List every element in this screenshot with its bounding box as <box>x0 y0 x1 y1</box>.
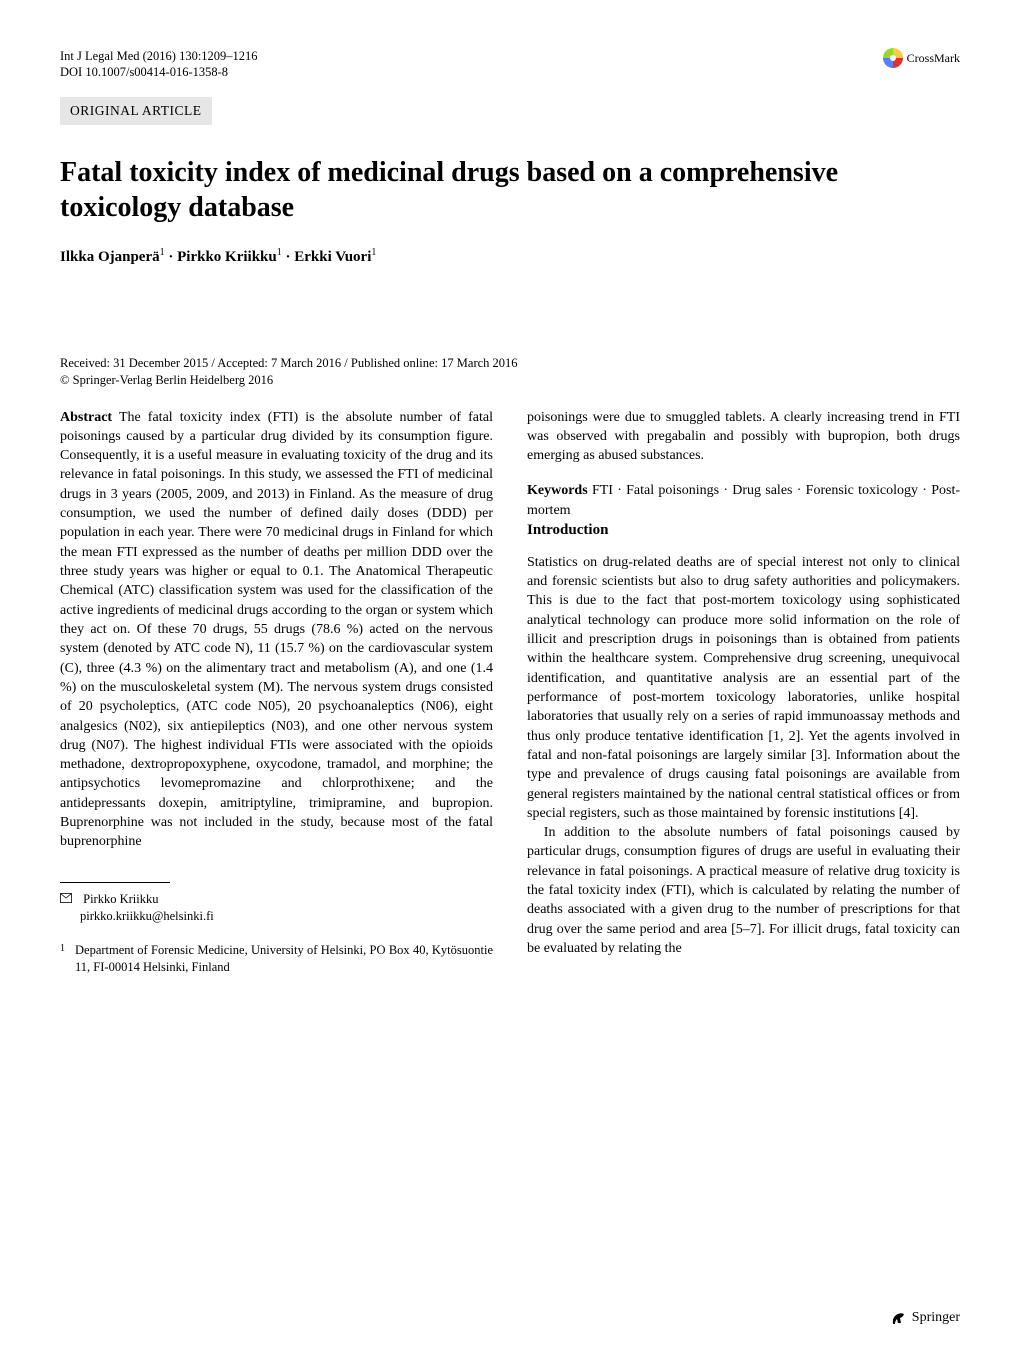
abstract-label: Abstract <box>60 410 112 425</box>
abstract-paragraph: Abstract The fatal toxicity index (FTI) … <box>60 408 493 852</box>
doi-line: DOI 10.1007/s00414-016-1358-8 <box>60 64 258 80</box>
crossmark-icon <box>883 48 903 68</box>
author-2-affil: 1 <box>277 247 282 258</box>
author-1-affil: 1 <box>160 247 165 258</box>
author-sep: · <box>285 249 294 265</box>
corresponding-name: Pirkko Kriikku <box>83 892 158 906</box>
affiliation-text: Department of Forensic Medicine, Univers… <box>75 942 493 976</box>
author-1: Ilkka Ojanperä <box>60 249 160 265</box>
abstract-body: The fatal toxicity index (FTI) is the ab… <box>60 410 493 850</box>
keywords-paragraph: Keywords FTI · Fatal poisonings · Drug s… <box>527 481 960 520</box>
author-2: Pirkko Kriikku <box>177 249 277 265</box>
body-columns: Abstract The fatal toxicity index (FTI) … <box>60 408 960 977</box>
right-column: poisonings were due to smuggled tablets.… <box>527 408 960 977</box>
left-column: Abstract The fatal toxicity index (FTI) … <box>60 408 493 977</box>
affiliation-block: 1 Department of Forensic Medicine, Unive… <box>60 942 493 976</box>
authors-line: Ilkka Ojanperä1 · Pirkko Kriikku1 · Erkk… <box>60 247 960 266</box>
publisher-logo: Springer <box>890 1309 960 1327</box>
crossmark-badge[interactable]: CrossMark <box>883 48 960 68</box>
publisher-label: Springer <box>912 1310 960 1326</box>
journal-reference: Int J Legal Med (2016) 130:1209–1216 <box>60 48 258 64</box>
article-type-label: ORIGINAL ARTICLE <box>60 97 212 125</box>
crossmark-label: CrossMark <box>907 51 960 66</box>
author-3: Erkki Vuori <box>294 249 371 265</box>
introduction-heading: Introduction <box>527 520 960 541</box>
affiliation-number: 1 <box>60 942 65 976</box>
keywords-body: FTI · Fatal poisonings · Drug sales · Fo… <box>527 483 960 517</box>
dates-line: Received: 31 December 2015 / Accepted: 7… <box>60 356 960 371</box>
intro-paragraph-1: Statistics on drug-related deaths are of… <box>527 553 960 823</box>
corresponding-email[interactable]: pirkko.kriikku@helsinki.fi <box>80 908 493 925</box>
author-sep: · <box>168 249 177 265</box>
journal-header: Int J Legal Med (2016) 130:1209–1216 DOI… <box>60 48 258 81</box>
article-title: Fatal toxicity index of medicinal drugs … <box>60 155 960 225</box>
corresponding-author-block: Pirkko Kriikku pirkko.kriikku@helsinki.f… <box>60 891 493 925</box>
author-3-affil: 1 <box>371 247 376 258</box>
abstract-continuation: poisonings were due to smuggled tablets.… <box>527 408 960 466</box>
mail-icon <box>60 891 72 908</box>
footnote-separator <box>60 882 170 883</box>
intro-paragraph-2: In addition to the absolute numbers of f… <box>527 823 960 958</box>
keywords-label: Keywords <box>527 483 588 498</box>
article-type-text: ORIGINAL ARTICLE <box>70 103 202 118</box>
copyright-line: © Springer-Verlag Berlin Heidelberg 2016 <box>60 373 960 388</box>
springer-horse-icon <box>890 1309 908 1327</box>
